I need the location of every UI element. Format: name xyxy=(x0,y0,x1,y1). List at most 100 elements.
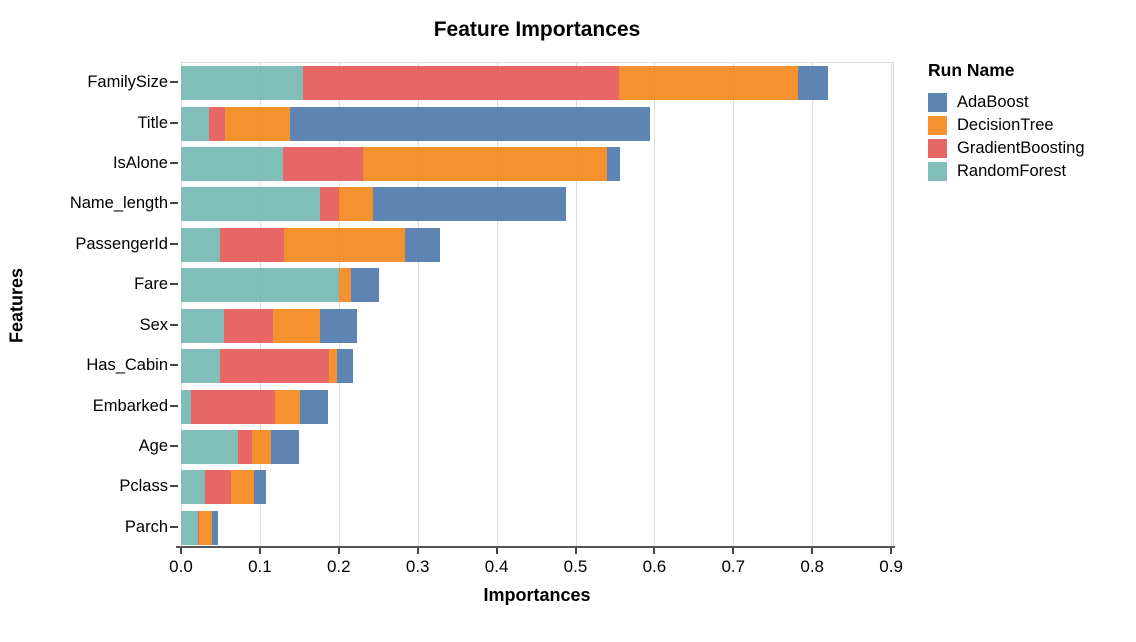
chart-title: Feature Importances xyxy=(433,18,641,41)
y-tick-label: Embarked xyxy=(92,396,168,415)
x-tick-label: 0.4 xyxy=(484,557,509,576)
grid-line xyxy=(812,63,814,548)
y-tick xyxy=(170,485,178,488)
bar-segment-randomforest xyxy=(181,106,210,141)
bar-segment-adaboost xyxy=(350,268,380,303)
grid-line xyxy=(259,63,261,548)
y-tick-label: PassengerId xyxy=(75,234,168,253)
bar-segment-decisiontree xyxy=(199,510,212,545)
bar-segment-randomforest xyxy=(181,227,220,262)
y-tick-label: Title xyxy=(137,113,168,132)
bar-segment-gradientboosting xyxy=(204,470,232,505)
x-tick xyxy=(653,548,656,554)
bar-segment-randomforest xyxy=(181,187,320,222)
bar-segment-decisiontree xyxy=(338,187,373,222)
x-tick xyxy=(180,548,182,554)
bar-segment-decisiontree xyxy=(329,349,338,384)
grid-line xyxy=(496,63,498,548)
legend-label: AdaBoost xyxy=(957,93,1029,111)
y-tick-label: IsAlone xyxy=(112,154,168,173)
x-tick xyxy=(495,548,498,554)
bar-segment-randomforest xyxy=(181,349,220,384)
x-tick xyxy=(890,548,893,554)
y-tick xyxy=(170,81,178,84)
x-tick-label: 0.5 xyxy=(563,557,588,576)
bar-segment-decisiontree xyxy=(273,308,320,343)
bar-segment-adaboost xyxy=(289,106,650,141)
bar-segment-decisiontree xyxy=(274,389,301,424)
y-tick xyxy=(170,202,178,205)
bar-segment-adaboost xyxy=(300,389,328,424)
x-tick-label: 0.1 xyxy=(248,557,272,576)
x-tick xyxy=(574,548,577,554)
bar-segment-decisiontree xyxy=(363,147,608,182)
y-tick-label: Pclass xyxy=(119,477,168,496)
x-tick-label: 0.3 xyxy=(405,557,430,576)
legend-label: DecisionTree xyxy=(957,116,1054,134)
y-tick xyxy=(170,242,178,245)
legend-swatch xyxy=(928,139,947,158)
x-axis-title: Importances xyxy=(483,585,591,605)
x-tick xyxy=(416,548,419,554)
x-tick-label: 0.9 xyxy=(879,557,903,576)
plot-area xyxy=(181,62,894,548)
grid-line xyxy=(417,63,419,548)
bar-segment-gradientboosting xyxy=(303,66,619,101)
legend-label: GradientBoosting xyxy=(957,139,1085,157)
bar-segment-adaboost xyxy=(372,187,567,222)
x-tick-label: 0.2 xyxy=(326,557,351,576)
legend-item: GradientBoosting xyxy=(928,139,1085,158)
y-tick-label: Has_Cabin xyxy=(86,356,168,375)
bar-segment-decisiontree xyxy=(618,66,798,101)
bar-segment-gradientboosting xyxy=(197,510,200,545)
bar-segment-adaboost xyxy=(253,470,267,505)
y-tick xyxy=(170,444,178,447)
legend-swatch xyxy=(928,162,947,181)
grid-line xyxy=(891,63,893,548)
bar-segment-adaboost xyxy=(405,227,440,262)
legend-item: AdaBoost xyxy=(928,93,1085,112)
x-tick-label: 0.6 xyxy=(642,557,667,576)
bar-segment-gradientboosting xyxy=(237,429,252,464)
legend-items: AdaBoost DecisionTree GradientBoosting Rand… xyxy=(928,93,1085,181)
bar-segment-decisiontree xyxy=(338,268,351,303)
grid-line xyxy=(654,63,656,548)
x-tick xyxy=(258,548,261,554)
y-tick xyxy=(170,525,178,528)
bar-segment-randomforest xyxy=(181,470,205,505)
y-tick xyxy=(170,121,178,124)
bar-segment-decisiontree xyxy=(231,470,254,505)
grid-line xyxy=(338,63,340,548)
y-tick xyxy=(170,162,178,165)
bar-segment-randomforest xyxy=(181,268,339,303)
legend-swatch xyxy=(928,116,947,135)
grid-line xyxy=(181,63,182,548)
x-tick-label: 0.0 xyxy=(169,557,193,576)
bar-segment-gradientboosting xyxy=(209,106,226,141)
y-tick-label: Fare xyxy=(134,275,168,294)
x-tick xyxy=(732,548,735,554)
bar-segment-decisiontree xyxy=(225,106,290,141)
legend-item: RandomForest xyxy=(928,162,1085,181)
bar-segment-randomforest xyxy=(181,510,198,545)
y-tick-label: Parch xyxy=(124,517,168,536)
y-tick xyxy=(170,283,178,286)
bar-segment-gradientboosting xyxy=(282,147,364,182)
bar-segment-decisiontree xyxy=(252,429,271,464)
legend-title: Run Name xyxy=(928,60,1015,80)
bar-segment-gradientboosting xyxy=(319,187,339,222)
y-tick-label: Name_length xyxy=(69,194,168,213)
y-tick-label: Sex xyxy=(139,315,168,334)
bar-segment-randomforest xyxy=(181,389,192,424)
bar-segment-randomforest xyxy=(181,147,283,182)
bar-segment-gradientboosting xyxy=(219,227,284,262)
bar-segment-randomforest xyxy=(181,66,304,101)
y-tick xyxy=(170,404,178,407)
legend: Run Name AdaBoost DecisionTree GradientBoo… xyxy=(928,60,1085,185)
x-tick-label: 0.7 xyxy=(721,557,746,576)
legend-item: DecisionTree xyxy=(928,116,1085,135)
bar-segment-gradientboosting xyxy=(191,389,275,424)
y-tick xyxy=(170,323,178,326)
bar-segment-gradientboosting xyxy=(223,308,274,343)
